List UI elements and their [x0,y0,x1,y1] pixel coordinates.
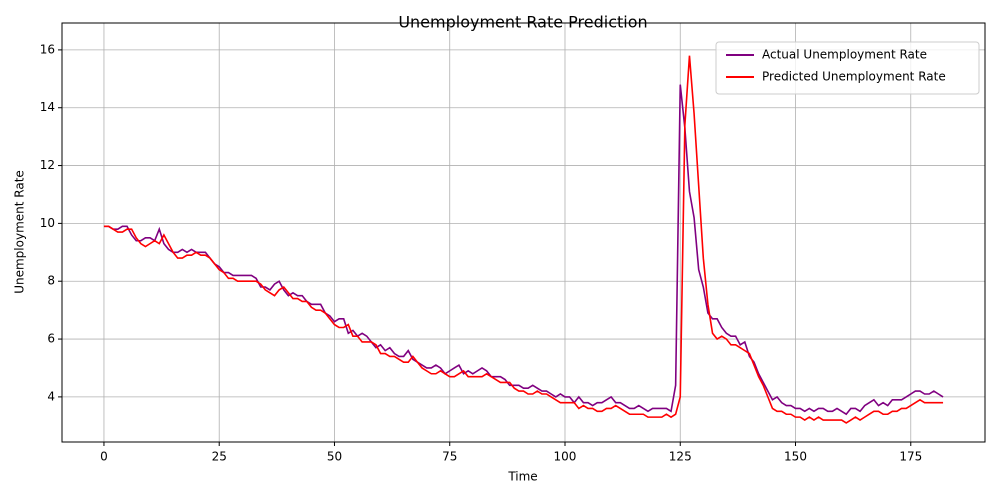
y-tick-label: 12 [40,158,55,172]
plot-frame [61,22,986,443]
legend-box [715,41,980,95]
y-tick-label: 6 [47,332,55,346]
data-line [103,84,944,416]
x-tick-label: 125 [669,450,692,464]
y-tick-label: 14 [40,100,55,114]
y-tick-label: 16 [40,42,55,56]
legend-label: Actual Unemployment Rate [762,48,927,62]
y-tick-label: 8 [47,274,55,288]
x-tick-label: 175 [899,450,922,464]
x-tick-label: 50 [327,450,342,464]
y-tick-label: 10 [40,216,55,230]
x-tick-label: 0 [100,450,108,464]
chart-title: Unemployment Rate Prediction [398,13,647,32]
y-axis-label: Unemployment Rate [13,170,27,294]
legend-label: Predicted Unemployment Rate [762,70,946,84]
x-tick-label: 100 [554,450,577,464]
y-tick-label: 4 [47,389,55,403]
data-line [103,55,944,424]
x-tick-label: 25 [212,450,227,464]
x-tick-label: 150 [784,450,807,464]
x-axis-label: Time [507,470,537,484]
x-tick-label: 75 [442,450,457,464]
